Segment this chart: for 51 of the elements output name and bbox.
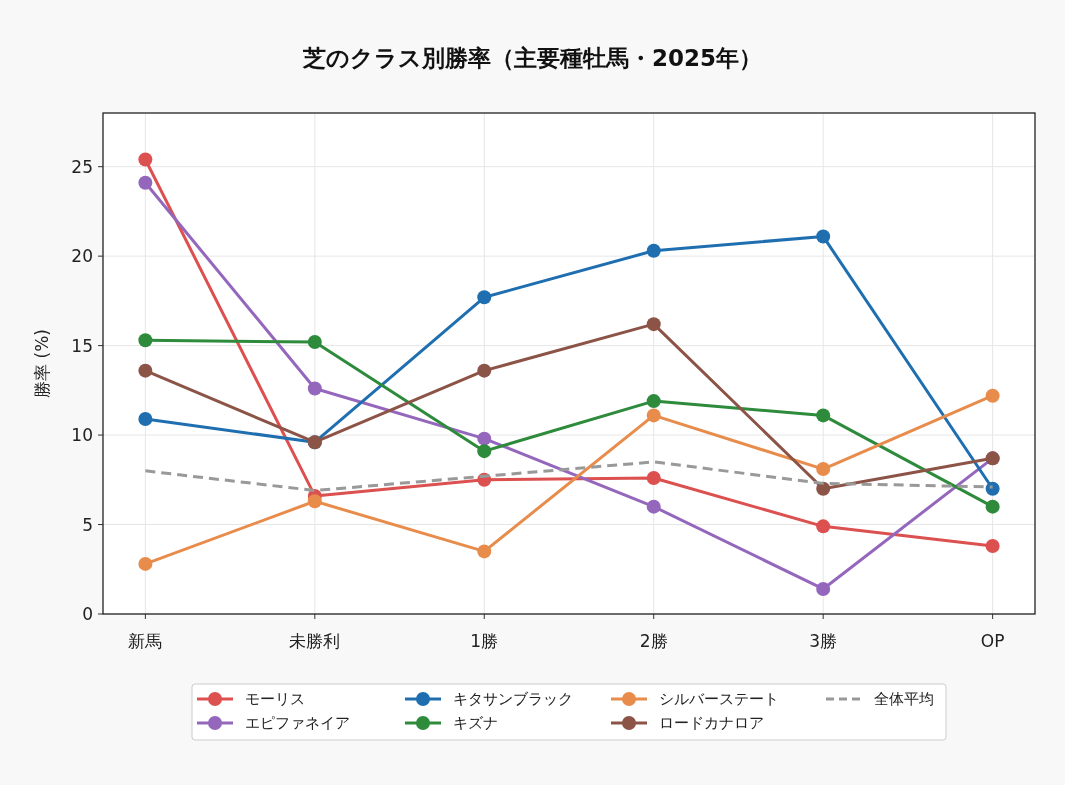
point xyxy=(985,388,1000,403)
point xyxy=(985,539,1000,554)
point xyxy=(307,494,322,509)
x-tick-label: 2勝 xyxy=(639,631,668,651)
point xyxy=(816,462,831,477)
chart-title: 芝のクラス別勝率（主要種牡馬・2025年） xyxy=(301,45,763,71)
legend-label: キタサンブラック xyxy=(453,690,573,708)
point xyxy=(307,381,322,396)
point xyxy=(646,394,661,409)
point xyxy=(477,444,492,459)
point xyxy=(816,581,831,596)
point xyxy=(138,363,153,378)
point xyxy=(985,499,1000,514)
legend-label: モーリス xyxy=(245,690,305,708)
x-tick-label: 未勝利 xyxy=(289,631,341,651)
x-tick-label: 新馬 xyxy=(128,631,163,651)
point xyxy=(646,408,661,423)
point xyxy=(477,544,492,559)
point xyxy=(477,363,492,378)
x-tick-label: OP xyxy=(980,631,1005,651)
y-tick-label: 20 xyxy=(71,246,93,267)
point xyxy=(646,499,661,514)
point xyxy=(138,411,153,426)
legend-label: キズナ xyxy=(453,714,498,732)
point xyxy=(816,229,831,244)
y-tick-label: 0 xyxy=(82,604,93,624)
y-tick-label: 10 xyxy=(71,425,93,446)
point xyxy=(646,243,661,258)
point xyxy=(138,333,153,348)
legend-label: エピファネイア xyxy=(245,714,350,732)
point xyxy=(816,519,831,534)
point xyxy=(646,471,661,486)
point xyxy=(646,317,661,332)
point xyxy=(138,556,153,571)
legend-label: ロードカナロア xyxy=(659,714,764,732)
y-tick-label: 15 xyxy=(71,335,93,356)
point xyxy=(138,175,153,190)
point xyxy=(477,431,492,446)
point xyxy=(138,152,153,167)
point xyxy=(985,481,1000,496)
y-tick-label: 25 xyxy=(71,156,93,177)
legend-label: 全体平均 xyxy=(874,690,934,708)
x-tick-label: 3勝 xyxy=(809,631,838,651)
legend-label: シルバーステート xyxy=(659,690,779,708)
point xyxy=(307,335,322,350)
point xyxy=(477,290,492,305)
y-tick-label: 5 xyxy=(82,514,93,535)
y-axis-title: 勝率 (%) xyxy=(32,329,52,398)
x-tick-label: 1勝 xyxy=(470,631,499,651)
point xyxy=(816,408,831,423)
point xyxy=(816,481,831,496)
